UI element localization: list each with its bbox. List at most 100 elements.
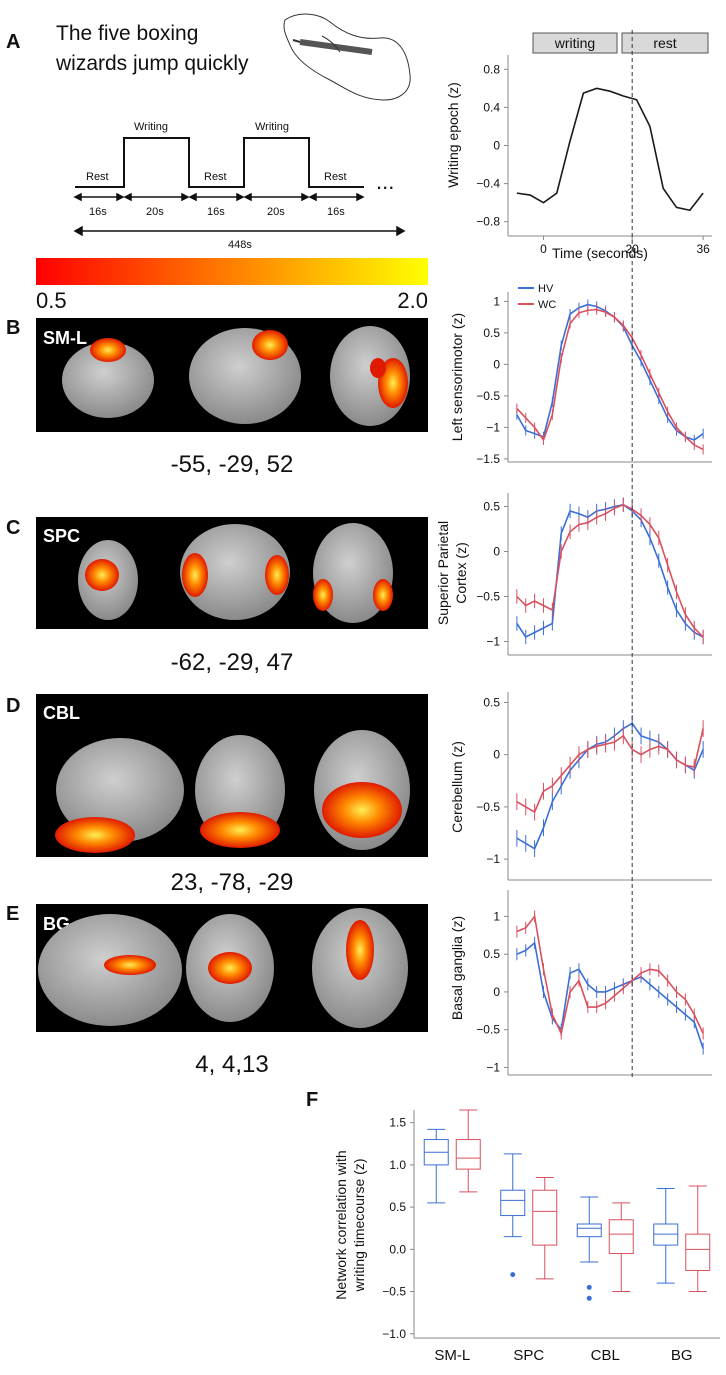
- legend: HV WC: [518, 283, 556, 311]
- ytick-label: 0: [493, 985, 500, 999]
- series-line-hv: [516, 303, 704, 441]
- box-sm-l-hv: [423, 1128, 449, 1204]
- network-label-cbl: CBL: [43, 703, 80, 723]
- box-category-label: SM-L: [434, 1347, 470, 1364]
- ylabel-spc-line2: Cortex (z): [453, 542, 469, 603]
- box-sm-l-wc: [455, 1109, 481, 1193]
- epoch-ytick-label: −0.4: [476, 177, 500, 191]
- ytick-label: 1: [493, 909, 500, 923]
- timecourse-chart-spc: −1 −0.5 0 0.5: [476, 493, 712, 656]
- ylabel-spc-line1: Superior Parietal: [435, 521, 451, 625]
- ytick-label: −0.5: [476, 800, 500, 814]
- coords-spc: -62, -29, 47: [171, 649, 294, 676]
- writing-label-1: Writing: [134, 121, 168, 133]
- box-spc-wc: [532, 1177, 558, 1280]
- timecourse-chart-bg: −1 −0.5 0 0.5 1: [476, 890, 712, 1076]
- series-line-hv: [516, 722, 704, 850]
- box-cbl-wc: [608, 1202, 634, 1293]
- brain-slices-cbl: [55, 730, 410, 853]
- box-iqr: [685, 1233, 711, 1271]
- legend-wc-label: WC: [538, 299, 556, 311]
- box-outlier: [510, 1272, 516, 1278]
- ytick-label: 0.5: [483, 326, 500, 340]
- coords-bg: 4, 4,13: [195, 1051, 268, 1078]
- series-line-hv: [516, 941, 704, 1049]
- epoch-ytick-label: 0.4: [483, 100, 500, 114]
- dur-write-2: 20s: [267, 206, 285, 218]
- epoch-xtick-label: 36: [696, 242, 710, 256]
- ytick-label: −1: [486, 1060, 500, 1074]
- ytick-label: −1: [486, 420, 500, 434]
- ytick-label: −0.5: [476, 590, 500, 604]
- box-ytick-label: 0.5: [389, 1200, 406, 1214]
- rest-box-label: rest: [653, 35, 676, 51]
- rest-box: [621, 32, 709, 54]
- box-ytick-label: 1.0: [389, 1158, 406, 1172]
- ellipsis: ...: [376, 169, 394, 194]
- box-iqr: [532, 1189, 558, 1246]
- rest-label-3: Rest: [324, 171, 347, 183]
- ytick-label: −1.5: [476, 452, 500, 466]
- writing-box: [532, 32, 618, 54]
- box-ytick-label: 0.0: [389, 1242, 406, 1256]
- block-paradigm: Rest Writing Rest Writing Rest ... 16s 2…: [73, 121, 406, 251]
- box-ytick-label: −0.5: [382, 1285, 406, 1299]
- dur-rest-3: 16s: [327, 206, 345, 218]
- brain-slices-bg: [38, 908, 408, 1028]
- timecourse-chart-sm-l: −1.5 −1 −0.5 0 0.5 1: [476, 292, 712, 466]
- coords-cbl: 23, -78, -29: [171, 869, 294, 896]
- epoch-ytick-label: 0: [493, 139, 500, 153]
- box-bg-hv: [653, 1188, 679, 1284]
- box-ylabel-line1: Network correlation with: [333, 1150, 349, 1299]
- writing-box-label: writing: [554, 35, 595, 51]
- sentence-line-2: wizards jump quickly: [55, 52, 249, 75]
- writing-label-2: Writing: [255, 121, 289, 133]
- box-ytick-label: 1.5: [389, 1116, 406, 1130]
- dur-total: 448s: [228, 239, 252, 251]
- ylabel-cbl: Cerebellum (z): [449, 741, 465, 833]
- ytick-label: −0.5: [476, 1023, 500, 1037]
- series-line-wc: [516, 503, 704, 638]
- colorbar-min-label: 0.5: [36, 288, 67, 313]
- sentence-line-1: The five boxing: [56, 22, 198, 45]
- ytick-label: 0: [493, 357, 500, 371]
- box-iqr: [576, 1223, 602, 1238]
- rest-label-2: Rest: [204, 171, 227, 183]
- box-cbl-hv: [576, 1196, 602, 1301]
- ytick-label: −0.5: [476, 389, 500, 403]
- panel-letter-f: F: [306, 1089, 318, 1111]
- dur-rest-1: 16s: [89, 206, 107, 218]
- box-iqr: [608, 1219, 634, 1255]
- network-timecourse-charts: −1.5 −1 −0.5 0 0.5 1 −1 −0.5 0 0.5 −1 −0.5 0 0.5 −1 −0.…: [476, 292, 712, 1076]
- panel-letter-d: D: [6, 695, 20, 717]
- timecourse-chart-cbl: −1 −0.5 0 0.5: [476, 692, 712, 881]
- legend-hv-label: HV: [538, 283, 554, 295]
- epoch-xlabel: Time (seconds): [552, 245, 648, 261]
- ylabel-bg: Basal ganglia (z): [449, 916, 465, 1020]
- panel-letter-a: A: [6, 31, 20, 53]
- panel-letter-c: C: [6, 517, 20, 539]
- ytick-label: 0.5: [483, 500, 500, 514]
- ytick-label: 0: [493, 545, 500, 559]
- panel-letter-e: E: [6, 903, 19, 925]
- ytick-label: 0.5: [483, 695, 500, 709]
- ytick-label: 0.5: [483, 947, 500, 961]
- epoch-ytick-label: −0.8: [476, 215, 500, 229]
- ytick-label: −1: [486, 635, 500, 649]
- colorbar-max-label: 2.0: [397, 288, 428, 313]
- dur-rest-2: 16s: [207, 206, 225, 218]
- dur-write-1: 20s: [146, 206, 164, 218]
- box-ytick-label: −1.0: [382, 1327, 406, 1341]
- network-label-spc: SPC: [43, 526, 80, 546]
- box-outlier: [586, 1284, 592, 1290]
- epoch-xtick-label: 0: [540, 242, 547, 256]
- epoch-ytick-label: 0.8: [483, 62, 500, 76]
- epoch-line: [516, 87, 704, 212]
- panel-letter-b: B: [6, 317, 20, 339]
- colorbar: [36, 258, 428, 285]
- rest-label-1: Rest: [86, 171, 109, 183]
- box-category-label: CBL: [591, 1347, 620, 1364]
- box-category-label: SPC: [513, 1347, 544, 1364]
- box-ylabel-line2: writing timecourse (z): [351, 1158, 367, 1292]
